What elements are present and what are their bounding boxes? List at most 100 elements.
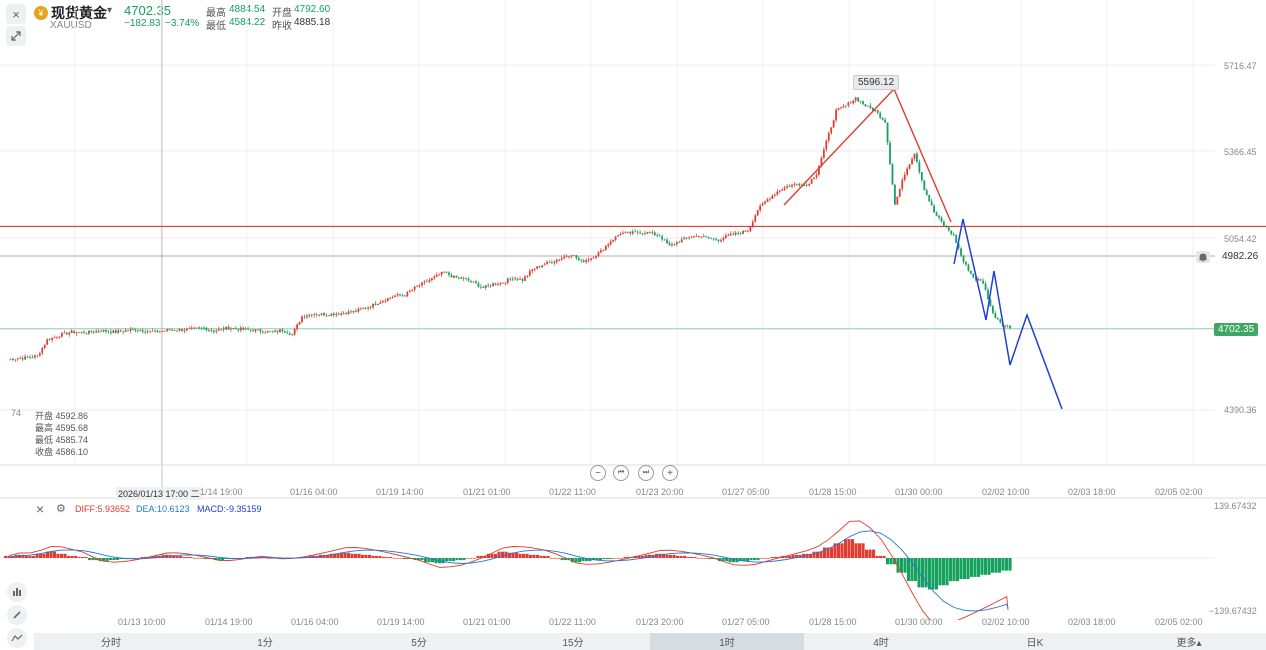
candle-body: [996, 317, 999, 320]
zoom-in-button[interactable]: +: [662, 465, 678, 481]
red-trend-drawing[interactable]: [783, 87, 952, 223]
indicator-tool-button[interactable]: [7, 582, 27, 602]
macd-histogram-bar: [168, 554, 172, 558]
blue-wave-drawing[interactable]: [953, 218, 1063, 410]
candle-body: [666, 239, 668, 244]
bell-icon[interactable]: [1196, 251, 1210, 263]
macd-histogram-bar: [592, 558, 596, 561]
macd-histogram-bar: [483, 555, 487, 558]
macd-histogram-bar: [553, 558, 557, 559]
period-tab[interactable]: 日K: [1026, 638, 1044, 649]
candle-body: [359, 308, 362, 310]
macd-time-axis-label: 01/19 14:00: [377, 617, 425, 627]
period-tab[interactable]: 1分: [257, 638, 273, 649]
macd-time-axis-label: 02/03 18:00: [1068, 617, 1116, 627]
time-axis-label: 02/03 18:00: [1068, 487, 1116, 497]
macd-histogram-bar: [644, 554, 648, 558]
candle-body: [526, 275, 529, 277]
candle-body: [528, 270, 531, 276]
macd-histogram-bar: [32, 555, 36, 558]
candle-body: [276, 330, 279, 333]
macd-histogram-bar: [378, 555, 382, 558]
macd-histogram-bar: [907, 558, 911, 582]
candle-body: [519, 278, 521, 280]
macd-histogram-bar: [970, 558, 974, 577]
candle-body: [989, 299, 992, 307]
candle-body: [355, 310, 357, 312]
macd-time-axis-label: 01/13 10:00: [118, 617, 166, 627]
period-tab[interactable]: 15分: [562, 638, 584, 649]
alert-price-tag[interactable]: 4982.26: [1222, 251, 1259, 262]
macd-histogram-bar: [539, 555, 543, 558]
wave-icon: [11, 634, 23, 642]
candle-body: [847, 102, 850, 106]
draw-tool-button[interactable]: [7, 605, 27, 625]
zoom-out-button[interactable]: −: [590, 465, 606, 481]
candle-body: [879, 112, 882, 118]
candle-body: [840, 107, 842, 109]
period-tab[interactable]: 4时: [873, 638, 889, 649]
candle-body: [947, 227, 950, 231]
candle-body: [595, 255, 597, 258]
symbol-name[interactable]: 现货黄金: [51, 5, 107, 21]
candle-body: [340, 313, 343, 315]
macd-histogram-bar: [994, 558, 998, 573]
candle-body: [803, 184, 806, 186]
candle-body: [227, 326, 230, 330]
macd-close-icon[interactable]: ×: [36, 501, 45, 517]
macd-histogram-bar: [742, 558, 746, 562]
candle-body: [766, 199, 769, 202]
macd-histogram-bar: [343, 552, 347, 558]
candle-body: [979, 279, 982, 281]
macd-histogram-bar: [4, 555, 8, 558]
candle-body: [48, 339, 51, 341]
candlestick-chart[interactable]: [0, 0, 1266, 500]
candle-body: [156, 330, 159, 333]
macd-histogram-bar: [28, 555, 32, 558]
candle-body: [332, 313, 335, 316]
expand-button[interactable]: [6, 26, 26, 46]
candle-body: [21, 358, 24, 360]
candle-body: [195, 327, 198, 329]
macd-histogram-bar: [109, 558, 113, 561]
scroll-end-button[interactable]: ⏭: [638, 465, 654, 481]
candle-body: [208, 329, 210, 331]
candle-body: [724, 235, 727, 239]
candle-body: [511, 278, 514, 280]
period-tab[interactable]: 更多▴: [1176, 638, 1202, 649]
close-button[interactable]: ×: [6, 4, 26, 24]
candle-body: [649, 232, 651, 233]
symbol-dropdown-icon[interactable]: ▾: [107, 5, 113, 16]
period-tab[interactable]: 1时: [650, 633, 804, 650]
candle-body: [629, 231, 632, 234]
macd-histogram-bar: [882, 555, 886, 558]
candle-body: [982, 280, 984, 284]
macd-settings-icon[interactable]: ⚙: [56, 503, 66, 515]
period-tab[interactable]: 5分: [411, 638, 427, 649]
macd-histogram-bar: [620, 558, 624, 559]
candle-body: [83, 331, 85, 334]
period-tab[interactable]: 分时: [101, 638, 121, 649]
candle-body: [987, 289, 989, 300]
macd-histogram-bar: [809, 553, 813, 558]
candle-body: [678, 242, 681, 243]
candle-body: [70, 330, 73, 333]
candle-body: [874, 110, 877, 112]
candle-body: [590, 258, 592, 260]
candle-body: [58, 336, 61, 338]
macd-histogram-bar: [669, 554, 673, 558]
candle-body: [886, 122, 889, 143]
candle-body: [700, 236, 703, 238]
macd-histogram-bar: [711, 558, 715, 560]
macd-histogram-bar: [1008, 558, 1012, 571]
macd-histogram-bar: [46, 551, 50, 558]
candle-body: [835, 109, 837, 121]
scroll-start-button[interactable]: ⏮: [613, 465, 629, 481]
candle-body: [75, 332, 78, 334]
candle-body: [908, 164, 911, 169]
macd-histogram-bar: [322, 554, 326, 558]
candle-body: [283, 330, 286, 333]
candle-body: [928, 195, 931, 202]
trend-tool-button[interactable]: [7, 628, 27, 648]
candle-body: [482, 286, 485, 288]
